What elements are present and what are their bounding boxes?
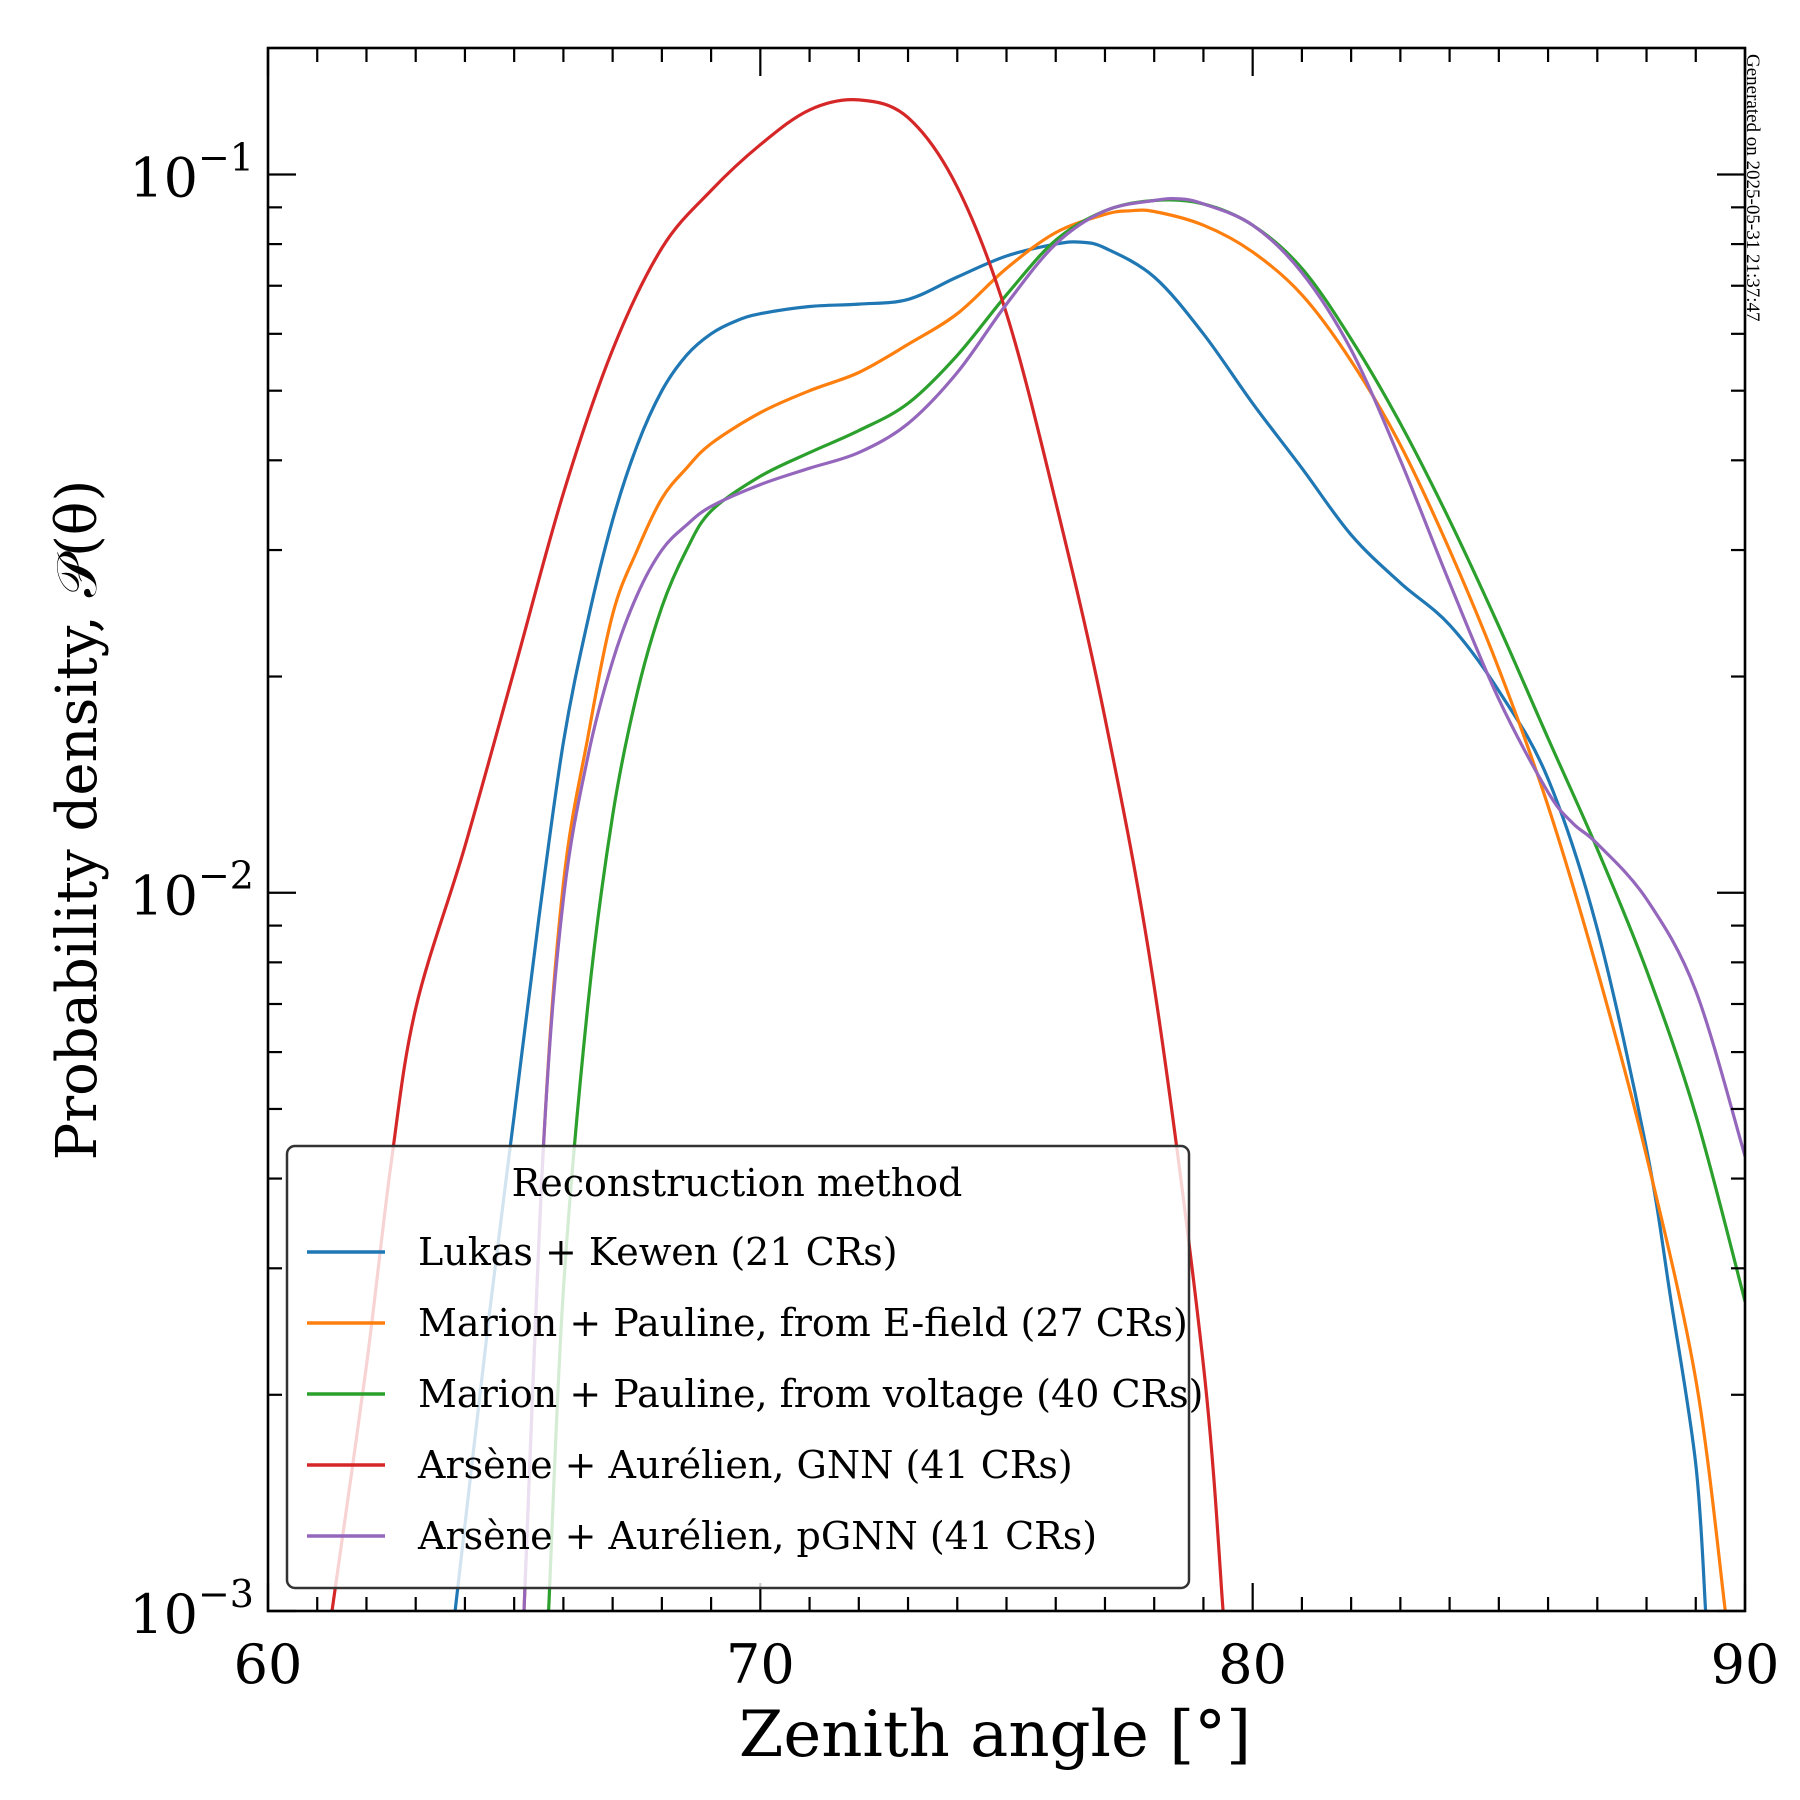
legend-label: Arsène + Aurélien, pGNN (41 CRs) [417, 1514, 1097, 1558]
legend-entry: Arsène + Aurélien, pGNN (41 CRs) [307, 1514, 1097, 1558]
x-tick-label: 80 [1218, 1633, 1287, 1696]
x-tick-label: 70 [726, 1633, 795, 1696]
series-line-3 [547, 198, 1745, 1611]
series-line-4 [330, 98, 1225, 1611]
plot-curves [330, 98, 1745, 1611]
x-axis-label: Zenith angle [°] [739, 1698, 1251, 1772]
x-tick-labels: 60 70 80 90 [234, 1633, 1780, 1696]
legend-entry: Lukas + Kewen (21 CRs) [307, 1230, 898, 1274]
legend-title: Reconstruction method [512, 1161, 963, 1205]
series-line-1 [453, 240, 1708, 1611]
legend-entry: Marion + Pauline, from voltage (40 CRs) [307, 1372, 1203, 1416]
legend-label: Marion + Pauline, from voltage (40 CRs) [418, 1372, 1203, 1416]
legend-entry: Arsène + Aurélien, GNN (41 CRs) [307, 1443, 1073, 1487]
x-tick-label: 60 [234, 1633, 303, 1696]
y-tick-label: 10−1 [129, 135, 254, 209]
y-axis-label: Probability density, 𝒫(θ) [45, 480, 110, 1161]
legend-label: Marion + Pauline, from E-field (27 CRs) [418, 1301, 1188, 1345]
legend: Reconstruction method Lukas + Kewen (21 … [285, 1144, 1203, 1590]
y-tick-label: 10−2 [129, 854, 254, 928]
x-tick-label: 90 [1711, 1633, 1780, 1696]
y-tick-label: 10−3 [129, 1572, 254, 1646]
legend-entry: Marion + Pauline, from E-field (27 CRs) [307, 1301, 1188, 1345]
legend-frame [285, 1144, 1191, 1590]
legend-entries: Lukas + Kewen (21 CRs) Marion + Pauline, … [307, 1230, 1203, 1558]
generated-timestamp: Generated on 2025-05-31 21:37:47 [1742, 54, 1763, 322]
legend-label: Arsène + Aurélien, GNN (41 CRs) [417, 1443, 1073, 1487]
series-line-5 [522, 196, 1745, 1611]
legend-label: Lukas + Kewen (21 CRs) [418, 1230, 898, 1274]
axes [266, 46, 1747, 1613]
y-tick-labels: 10−1 10−2 10−3 [129, 135, 254, 1646]
